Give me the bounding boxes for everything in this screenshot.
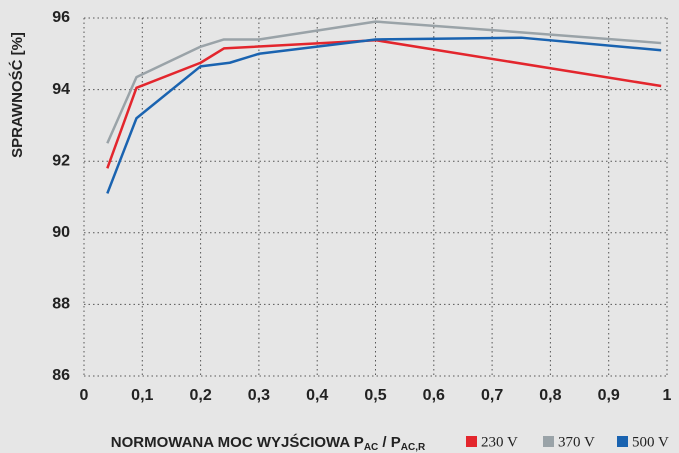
y-tick-label: 96 <box>52 9 70 26</box>
y-tick-label: 92 <box>52 152 70 169</box>
x-tick-label: 0,7 <box>481 387 503 404</box>
legend-swatch <box>543 436 554 447</box>
x-tick-label: 0,1 <box>131 387 153 404</box>
x-tick-label: 0,3 <box>248 387 270 404</box>
legend-swatch <box>617 436 628 447</box>
legend-label: 230 V <box>481 434 518 450</box>
legend-label: 370 V <box>558 434 595 450</box>
x-tick-label: 0,5 <box>364 387 386 404</box>
x-tick-label: 0,8 <box>539 387 561 404</box>
x-axis-label: NORMOWANA MOC WYJŚCIOWA PAC / PAC,R <box>111 433 426 453</box>
x-tick-label: 0,2 <box>189 387 211 404</box>
y-tick-label: 90 <box>52 224 70 241</box>
series-line <box>106 38 662 169</box>
series-line <box>106 36 662 194</box>
series-line <box>106 20 662 144</box>
y-axis-label: SPRAWNOŚĆ [%] <box>8 32 26 158</box>
x-tick-label: 0,4 <box>306 387 328 404</box>
y-tick-label: 86 <box>52 367 70 384</box>
y-tick-label: 94 <box>52 81 70 98</box>
x-tick-label: 0 <box>80 387 89 404</box>
x-tick-label: 0,9 <box>598 387 620 404</box>
y-tick-label: 88 <box>52 296 70 313</box>
legend-swatch <box>466 436 477 447</box>
x-tick-label: 0,6 <box>423 387 445 404</box>
legend-label: 500 V <box>632 434 669 450</box>
x-tick-label: 1 <box>663 387 672 404</box>
